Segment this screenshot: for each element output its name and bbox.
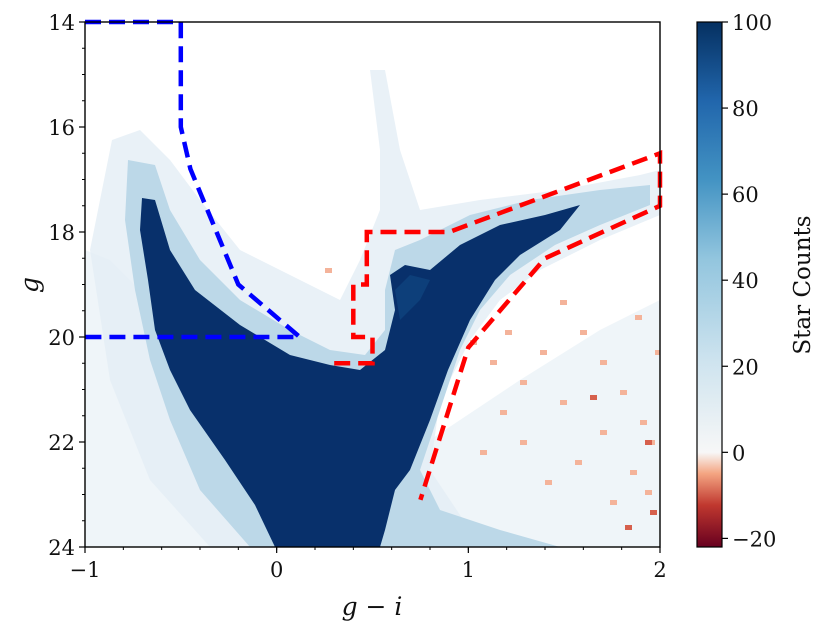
colorbar-tick-label: 80 [732, 97, 759, 121]
density-core [140, 198, 580, 547]
x-tick-label: −1 [70, 558, 101, 582]
density-core-branch [395, 275, 430, 320]
colorbar-tick-label: 20 [732, 355, 759, 379]
y-tick-label: 14 [48, 11, 75, 35]
y-axis: 14 16 18 20 22 24 [48, 11, 85, 560]
colorbar-label: Star Counts [790, 215, 816, 354]
y-tick-label: 16 [48, 116, 75, 140]
colorbar-tick-label: 40 [732, 269, 759, 293]
colorbar [696, 21, 723, 548]
strong-negative-residuals [590, 395, 657, 530]
x-tick-label: 2 [653, 558, 666, 582]
red-region [334, 150, 663, 501]
heatmap [85, 22, 660, 547]
y-tick-label: 24 [48, 536, 75, 560]
colorbar-tick-label: 100 [732, 11, 772, 35]
x-tick-label: 0 [270, 558, 283, 582]
colorbar-tick-label: 0 [732, 441, 745, 465]
x-tick-label: 1 [462, 558, 475, 582]
blue-region [85, 19, 306, 340]
colorbar-tick-label: 60 [732, 183, 759, 207]
y-tick-label: 18 [48, 221, 75, 245]
overlay-regions [85, 19, 663, 501]
y-axis-label: g [15, 277, 44, 293]
x-axis: −1 0 1 2 [70, 547, 667, 582]
y-tick-label: 22 [48, 431, 75, 455]
colorbar-tick-label: −20 [732, 527, 776, 551]
x-axis-label: g − i [342, 592, 403, 621]
y-tick-label: 20 [48, 326, 75, 350]
colorbar-axis: −20 0 20 40 60 80 100 [722, 11, 776, 551]
